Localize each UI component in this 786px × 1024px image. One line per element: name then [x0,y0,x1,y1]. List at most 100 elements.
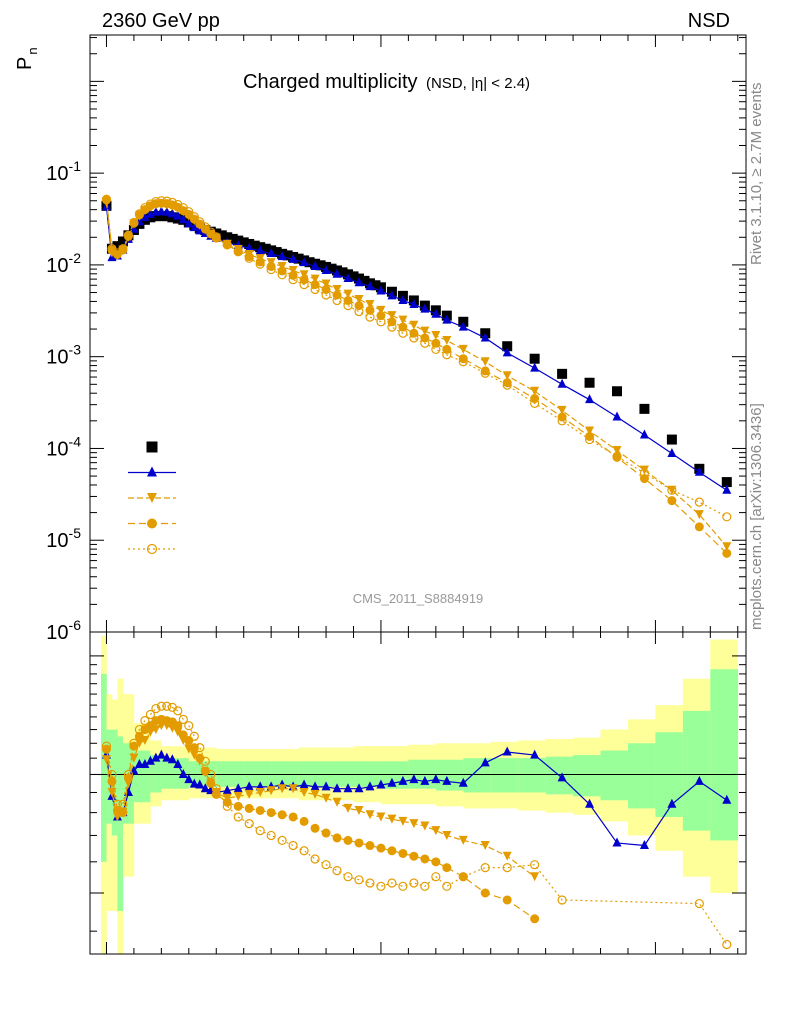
ratio-point [530,914,540,924]
legend [128,441,176,555]
ratio-point [480,841,490,851]
data-point [612,411,622,421]
data-point [156,211,167,222]
data-point [365,300,375,310]
ratio-point [420,881,430,891]
ratio-plot-frame [89,631,747,955]
data-point [354,277,364,287]
ratio-point [167,754,177,764]
ratio-point [722,794,732,804]
ratio-point [442,830,452,840]
legend-marker [146,543,158,555]
data-point [365,281,375,291]
data-point [277,251,287,261]
ratio-point [222,801,232,811]
axes: 10-610-510-410-310-210-1Pn [14,34,747,955]
data-point [233,247,243,257]
data-point [299,275,309,285]
ratio-point [722,939,732,950]
ratio-point [200,766,210,776]
ratio-point [233,783,243,793]
ratio-point [332,797,342,807]
ratio-point [442,863,452,873]
data-point [431,344,441,355]
data-point [310,261,320,271]
ratio-point [612,837,622,847]
data-point [611,386,622,397]
ratio-point [173,758,183,768]
ratio-point [189,731,199,741]
ratio-point [255,805,265,815]
ratio-point [244,781,254,791]
data-point [304,257,315,268]
data-point [129,217,139,228]
ratio-point [354,838,364,848]
ratio-point [233,801,243,811]
data-point [156,206,166,216]
data-point [277,270,287,280]
y-tick-label: 10-3 [46,342,81,369]
tick-base: 10 [46,163,68,185]
data-point [249,240,260,251]
ratio-point [151,703,161,714]
data-point [370,280,381,291]
band-inner [133,750,151,803]
data-point [343,289,353,299]
data-point [387,290,397,300]
data-point [354,294,364,304]
ratio-point [206,778,216,788]
data-point [151,196,161,207]
tick-exponent: -4 [69,433,82,449]
ratio-point [184,735,194,745]
header-right: NSD [688,10,730,32]
y-tick-label: 10-4 [46,433,81,460]
tick-base: 10 [46,622,68,644]
data-point [365,305,375,315]
data-point [189,212,199,222]
data-point [639,429,649,439]
ratio-point [162,701,172,711]
ratio-point [288,784,298,794]
legend-marker [147,493,157,503]
ratio-point [480,757,490,767]
ratio-point [376,881,386,891]
data-point [167,197,177,207]
ratio-point [376,843,386,853]
legend-entry [128,543,176,555]
data-point [332,268,342,278]
data-point [722,484,732,494]
ratio-point [288,812,298,822]
ratio-point [398,881,408,891]
ratio-point [184,721,194,731]
main-title-text: Charged multiplicity [243,71,418,93]
ratio-point [343,783,353,793]
data-point [721,477,732,488]
data-point [365,312,375,322]
ratio-point [694,898,704,909]
data-point [529,353,540,364]
data-point [343,273,353,283]
data-point [376,317,386,327]
data-point [288,253,298,263]
ratio-point [365,878,375,888]
data-point [206,227,216,237]
ratio-point [299,846,309,856]
ratio-point [365,781,375,791]
data-point [189,222,199,232]
data-point [694,522,704,532]
ratio-point [255,787,265,797]
ratio-point [354,783,364,793]
ratio-point [107,769,117,780]
data-point [112,241,123,252]
y-tick-label: 10-6 [46,617,81,644]
ratio-point [530,749,540,759]
ratio-point [365,810,375,820]
tick-exponent: -2 [69,250,82,266]
ratio-point [140,716,150,726]
ratio-point [200,756,210,766]
y-tick-label: 10-1 [46,158,81,185]
data-point [530,398,540,408]
data-point [140,211,150,221]
ratio-point [129,741,139,751]
series-pythia-8-308-tune-2m [101,194,732,522]
